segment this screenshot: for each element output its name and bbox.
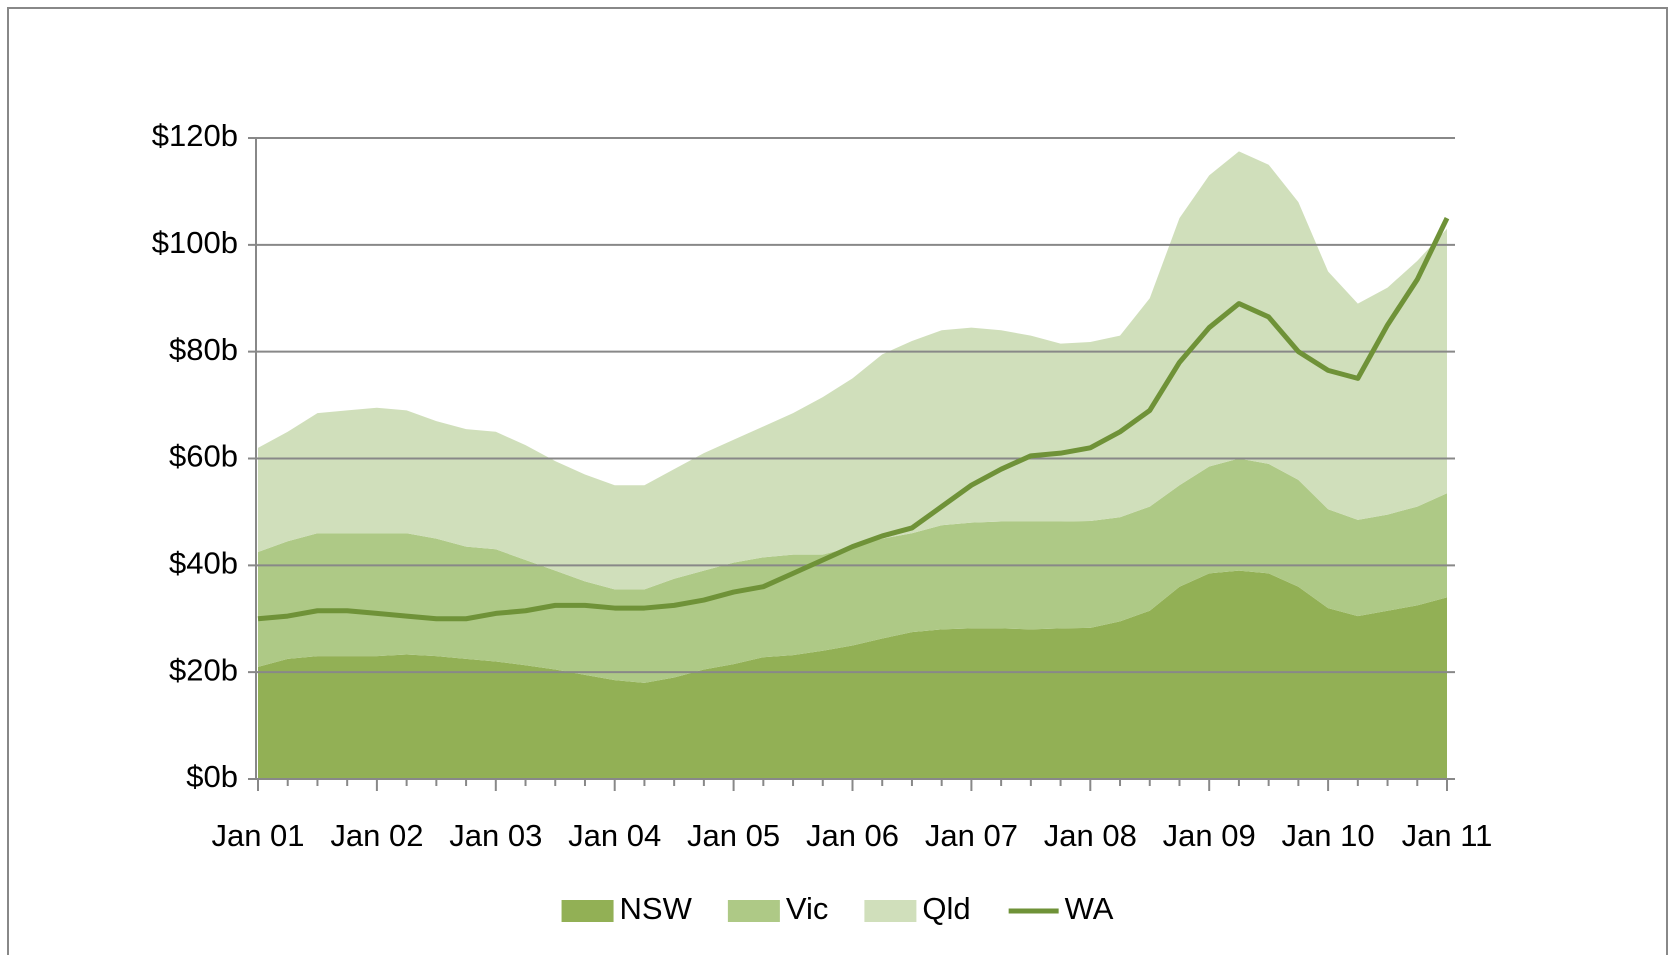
area <box>258 151 1447 590</box>
x-tick-label: Jan 08 <box>1044 818 1137 853</box>
legend-item: Qld <box>864 891 971 926</box>
legend-label: NSW <box>620 891 693 926</box>
legend-item: Vic <box>727 891 829 926</box>
legend-label: Qld <box>922 891 970 926</box>
area <box>258 570 1447 779</box>
y-tick-label: $0b <box>186 759 238 794</box>
legend-label: Vic <box>786 891 829 926</box>
x-tick-label: Jan 05 <box>687 818 780 853</box>
y-tick-label: $80b <box>169 332 238 367</box>
legend-label: WA <box>1065 891 1114 926</box>
y-tick-label: $120b <box>152 118 238 153</box>
y-tick-label: $20b <box>169 652 238 687</box>
x-tick-label: Jan 03 <box>449 818 542 853</box>
legend-swatch <box>727 900 780 922</box>
x-tick-label: Jan 10 <box>1282 818 1375 853</box>
x-tick-label: Jan 07 <box>925 818 1018 853</box>
x-tick-label: Jan 09 <box>1163 818 1256 853</box>
legend-swatch <box>561 900 614 922</box>
y-tick-label: $60b <box>169 439 238 474</box>
x-tick-label: Jan 11 <box>1402 818 1493 853</box>
x-tick-label: Jan 01 <box>211 818 304 853</box>
legend-swatch <box>864 900 917 922</box>
x-tick-label: Jan 06 <box>806 818 899 853</box>
x-tick-label: Jan 02 <box>330 818 423 853</box>
area <box>258 458 1447 683</box>
line <box>257 217 1450 622</box>
y-tick-label: $40b <box>169 546 238 581</box>
legend-item: WA <box>1008 891 1114 926</box>
y-tick-label: $100b <box>152 225 238 260</box>
x-tick-label: Jan 04 <box>568 818 661 853</box>
legend-item: NSW <box>561 891 693 926</box>
